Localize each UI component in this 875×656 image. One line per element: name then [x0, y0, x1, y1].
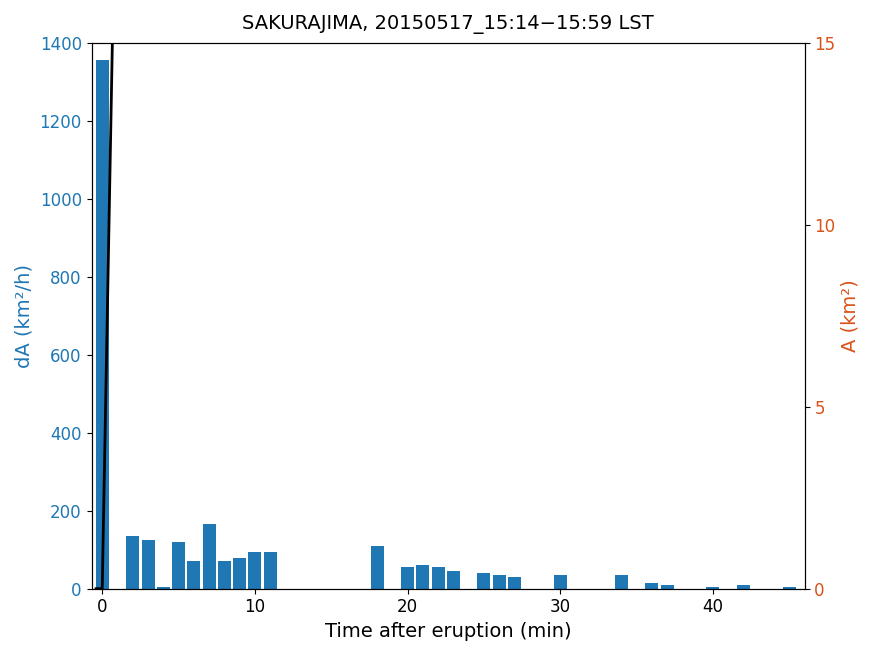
Bar	[737, 584, 750, 588]
Bar	[126, 536, 139, 588]
Y-axis label: A (km²): A (km²)	[841, 279, 860, 352]
Bar	[493, 575, 506, 588]
Bar	[142, 540, 155, 588]
Bar	[661, 584, 674, 588]
Bar	[157, 586, 170, 588]
Bar	[447, 571, 460, 588]
Bar	[401, 567, 414, 588]
X-axis label: Time after eruption (min): Time after eruption (min)	[325, 622, 571, 641]
Bar	[416, 565, 430, 588]
Bar	[248, 552, 262, 588]
Bar	[783, 586, 796, 588]
Bar	[203, 524, 215, 588]
Bar	[371, 546, 383, 588]
Bar	[233, 558, 246, 588]
Bar	[187, 562, 200, 588]
Bar	[554, 575, 567, 588]
Bar	[478, 573, 490, 588]
Bar	[172, 542, 185, 588]
Bar	[218, 562, 231, 588]
Bar	[263, 552, 276, 588]
Bar	[646, 583, 658, 588]
Bar	[95, 60, 108, 588]
Y-axis label: dA (km²/h): dA (km²/h)	[15, 264, 34, 368]
Bar	[508, 577, 521, 588]
Title: SAKURAJIMA, 20150517_15:14−15:59 LST: SAKURAJIMA, 20150517_15:14−15:59 LST	[242, 15, 654, 34]
Bar	[706, 586, 719, 588]
Bar	[431, 567, 444, 588]
Bar	[615, 575, 628, 588]
